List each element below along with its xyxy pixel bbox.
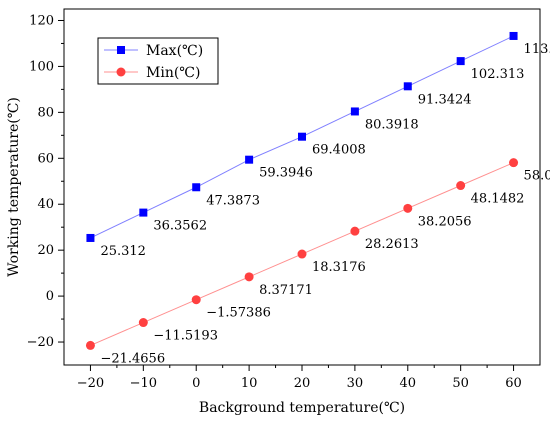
y-tick-label: 120 xyxy=(29,13,54,28)
min-point xyxy=(191,295,201,305)
series-layer xyxy=(85,31,519,350)
max-data-label: 91.3424 xyxy=(418,92,472,107)
max-point xyxy=(350,107,359,116)
max-point xyxy=(403,82,412,91)
x-tick-label: 0 xyxy=(192,376,200,391)
x-tick-label: −20 xyxy=(77,376,104,391)
axes-layer: −20 −10 0 10 20 30 40 50 60 −20 0 20 40 60 80 100 120 xyxy=(27,13,522,391)
max-data-label: 80.3918 xyxy=(365,117,419,132)
min-point xyxy=(244,272,254,282)
x-tick-label: −10 xyxy=(130,376,157,391)
min-point xyxy=(403,203,413,213)
min-data-label: −21.4656 xyxy=(100,351,165,366)
y-axis-title: Working temperature(℃) xyxy=(6,97,22,277)
max-point xyxy=(192,183,201,192)
max-data-label: 59.3946 xyxy=(259,166,313,181)
max-point xyxy=(139,208,148,217)
legend-box xyxy=(97,37,219,85)
x-tick-label: 60 xyxy=(505,376,522,391)
x-tick-label: 20 xyxy=(294,376,311,391)
y-tick-label: 20 xyxy=(37,243,54,258)
max-legend-label: Max(℃) xyxy=(146,43,203,59)
max-data-label: 36.3562 xyxy=(153,219,207,234)
max-data-label: 102.313 xyxy=(471,67,525,82)
legend: Max(℃) Min(℃) xyxy=(97,37,219,85)
x-tick-label: 30 xyxy=(347,376,364,391)
min-point xyxy=(509,158,519,168)
min-data-label: 18.3176 xyxy=(312,260,366,275)
min-data-label: 58.0911 xyxy=(524,169,550,184)
x-tick-label: 40 xyxy=(400,376,417,391)
y-tick-label: −20 xyxy=(27,335,54,350)
x-tick-label: 10 xyxy=(241,376,258,391)
min-point xyxy=(297,249,307,259)
y-tick-label: 100 xyxy=(29,59,54,74)
y-tick-label: 0 xyxy=(46,289,54,304)
y-tick-label: 80 xyxy=(37,105,54,120)
max-point xyxy=(456,57,465,66)
min-data-label: 38.2056 xyxy=(418,214,472,229)
max-point xyxy=(509,31,518,40)
max-point xyxy=(298,132,306,141)
min-point xyxy=(85,340,95,350)
max-point xyxy=(86,233,95,242)
min-data-label: −1.57386 xyxy=(206,306,271,321)
max-legend-marker xyxy=(117,46,125,54)
max-data-label: 113.264 xyxy=(524,42,550,57)
min-point xyxy=(350,226,360,236)
max-data-label: 69.4008 xyxy=(312,143,366,158)
max-data-label: 47.3873 xyxy=(206,193,260,208)
y-tick-label: 40 xyxy=(37,197,54,212)
min-point xyxy=(456,181,466,191)
min-data-label: 8.37171 xyxy=(259,283,313,298)
x-axis-title: Background temperature(℃) xyxy=(199,400,405,416)
y-tick-label: 60 xyxy=(37,151,54,166)
max-point xyxy=(245,155,254,164)
max-data-label: 25.312 xyxy=(100,244,146,259)
x-tick-label: 50 xyxy=(452,376,469,391)
min-data-label: 28.2613 xyxy=(365,237,419,252)
data-labels-layer: 25.312 36.3562 47.3873 59.3946 69.4008 80.391… xyxy=(100,42,550,366)
min-data-label: 48.1482 xyxy=(471,192,525,207)
min-legend-marker xyxy=(116,67,126,77)
min-legend-label: Min(℃) xyxy=(146,65,200,81)
min-point xyxy=(138,318,148,328)
min-data-label: −11.5193 xyxy=(153,329,218,344)
